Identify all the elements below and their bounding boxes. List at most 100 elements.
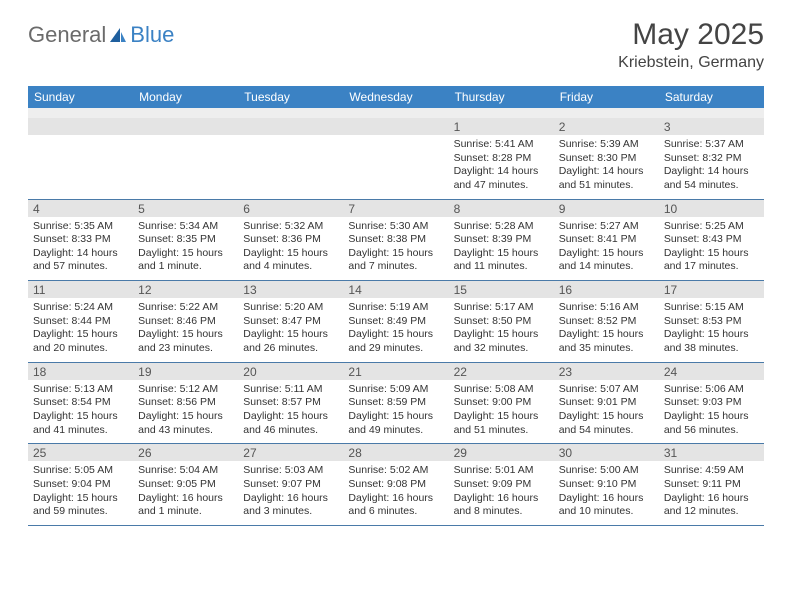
sunrise-text: Sunrise: 5:25 AM [664,220,759,234]
day-number-empty [28,118,133,135]
sunset-text: Sunset: 9:07 PM [243,478,338,492]
sunrise-text: Sunrise: 5:24 AM [33,301,128,315]
sunset-text: Sunset: 8:54 PM [33,396,128,410]
day-cell: Sunrise: 5:03 AMSunset: 9:07 PMDaylight:… [238,461,343,525]
sunrise-text: Sunrise: 5:27 AM [559,220,654,234]
sunrise-text: Sunrise: 5:05 AM [33,464,128,478]
day-number: 18 [28,362,133,380]
daylight-text-1: Daylight: 16 hours [138,492,233,506]
day-number-row: 45678910 [28,199,764,217]
sunrise-text: Sunrise: 5:16 AM [559,301,654,315]
day-cell: Sunrise: 5:20 AMSunset: 8:47 PMDaylight:… [238,298,343,362]
daylight-text-1: Daylight: 15 hours [664,410,759,424]
day-number: 30 [554,444,659,462]
daylight-text-2: and 54 minutes. [559,424,654,438]
sunrise-text: Sunrise: 4:59 AM [664,464,759,478]
sunrise-text: Sunrise: 5:20 AM [243,301,338,315]
daylight-text-2: and 47 minutes. [454,179,549,193]
day-cell: Sunrise: 5:35 AMSunset: 8:33 PMDaylight:… [28,217,133,281]
sunrise-text: Sunrise: 5:17 AM [454,301,549,315]
daylight-text-1: Daylight: 14 hours [559,165,654,179]
daylight-text-2: and 57 minutes. [33,260,128,274]
daylight-text-1: Daylight: 15 hours [454,328,549,342]
daylight-text-1: Daylight: 15 hours [559,247,654,261]
daylight-text-1: Daylight: 15 hours [559,328,654,342]
day-cell: Sunrise: 5:27 AMSunset: 8:41 PMDaylight:… [554,217,659,281]
daylight-text-2: and 54 minutes. [664,179,759,193]
daylight-text-1: Daylight: 16 hours [243,492,338,506]
day-cell: Sunrise: 5:32 AMSunset: 8:36 PMDaylight:… [238,217,343,281]
day-number: 26 [133,444,238,462]
sunrise-text: Sunrise: 5:09 AM [348,383,443,397]
sunrise-text: Sunrise: 5:32 AM [243,220,338,234]
daylight-text-2: and 26 minutes. [243,342,338,356]
daylight-text-2: and 38 minutes. [664,342,759,356]
daylight-text-2: and 23 minutes. [138,342,233,356]
daylight-text-1: Daylight: 15 hours [243,328,338,342]
sunrise-text: Sunrise: 5:35 AM [33,220,128,234]
daylight-text-2: and 1 minute. [138,505,233,519]
calendar-table: Sunday Monday Tuesday Wednesday Thursday… [28,86,764,526]
day-number: 20 [238,362,343,380]
day-number: 16 [554,281,659,299]
sunset-text: Sunset: 8:50 PM [454,315,549,329]
daylight-text-1: Daylight: 16 hours [348,492,443,506]
sunset-text: Sunset: 8:33 PM [33,233,128,247]
sunset-text: Sunset: 8:52 PM [559,315,654,329]
day-number: 2 [554,118,659,135]
daylight-text-2: and 49 minutes. [348,424,443,438]
sunset-text: Sunset: 8:36 PM [243,233,338,247]
sunset-text: Sunset: 8:57 PM [243,396,338,410]
sunrise-text: Sunrise: 5:28 AM [454,220,549,234]
daylight-text-1: Daylight: 16 hours [559,492,654,506]
daylight-text-1: Daylight: 14 hours [664,165,759,179]
daylight-text-2: and 41 minutes. [33,424,128,438]
sunset-text: Sunset: 8:41 PM [559,233,654,247]
day-number: 21 [343,362,448,380]
day-cell: Sunrise: 5:06 AMSunset: 9:03 PMDaylight:… [659,380,764,444]
day-cell: Sunrise: 5:12 AMSunset: 8:56 PMDaylight:… [133,380,238,444]
sunrise-text: Sunrise: 5:07 AM [559,383,654,397]
sunset-text: Sunset: 9:03 PM [664,396,759,410]
day-content-row: Sunrise: 5:41 AMSunset: 8:28 PMDaylight:… [28,135,764,199]
day-number: 25 [28,444,133,462]
day-content-row: Sunrise: 5:35 AMSunset: 8:33 PM Daylight:… [28,217,764,281]
day-number: 1 [449,118,554,135]
weekday-header-row: Sunday Monday Tuesday Wednesday Thursday… [28,86,764,108]
sunrise-text: Sunrise: 5:02 AM [348,464,443,478]
sunset-text: Sunset: 8:49 PM [348,315,443,329]
day-cell: Sunrise: 5:22 AMSunset: 8:46 PMDaylight:… [133,298,238,362]
day-number-row: 25262728293031 [28,444,764,462]
sunrise-text: Sunrise: 5:15 AM [664,301,759,315]
sunset-text: Sunset: 9:04 PM [33,478,128,492]
location-label: Kriebstein, Germany [618,54,764,72]
daylight-text-2: and 51 minutes. [454,424,549,438]
daylight-text-1: Daylight: 15 hours [454,247,549,261]
day-number: 7 [343,199,448,217]
daylight-text-1: Daylight: 15 hours [138,247,233,261]
daylight-text-1: Daylight: 15 hours [33,492,128,506]
sunset-text: Sunset: 8:59 PM [348,396,443,410]
sunset-text: Sunset: 8:30 PM [559,152,654,166]
sunrise-text: Sunrise: 5:34 AM [138,220,233,234]
daylight-text-2: and 10 minutes. [559,505,654,519]
day-number: 29 [449,444,554,462]
day-number: 12 [133,281,238,299]
daylight-text-2: and 56 minutes. [664,424,759,438]
day-number: 17 [659,281,764,299]
logo-text-general: General [28,22,106,48]
day-cell: Sunrise: 5:37 AMSunset: 8:32 PMDaylight:… [659,135,764,199]
sunset-text: Sunset: 8:28 PM [454,152,549,166]
daylight-text-1: Daylight: 15 hours [559,410,654,424]
daylight-text-1: Daylight: 16 hours [454,492,549,506]
sunset-text: Sunset: 9:01 PM [559,396,654,410]
day-number: 3 [659,118,764,135]
sunrise-text: Sunrise: 5:22 AM [138,301,233,315]
daylight-text-1: Daylight: 15 hours [454,410,549,424]
daylight-text-2: and 43 minutes. [138,424,233,438]
day-number: 5 [133,199,238,217]
dow-thursday: Thursday [449,86,554,108]
sunrise-text: Sunrise: 5:19 AM [348,301,443,315]
daylight-text-2: and 3 minutes. [243,505,338,519]
sunset-text: Sunset: 9:00 PM [454,396,549,410]
